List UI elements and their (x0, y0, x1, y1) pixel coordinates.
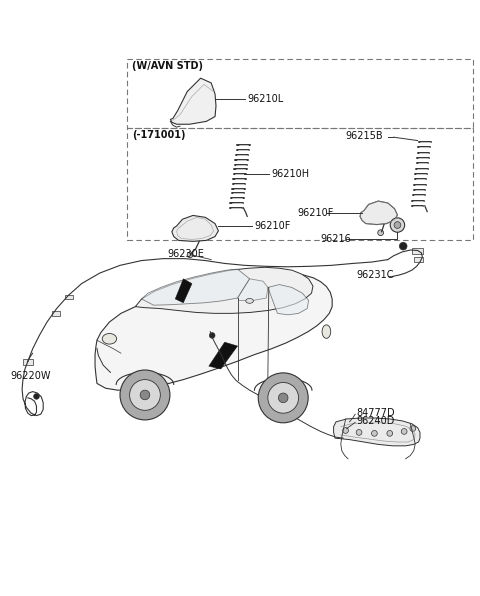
Circle shape (410, 426, 416, 432)
Circle shape (401, 429, 407, 434)
Text: 96230E: 96230E (167, 249, 204, 259)
Text: 96215B: 96215B (346, 131, 383, 141)
Circle shape (209, 333, 215, 339)
Circle shape (187, 252, 193, 257)
Ellipse shape (322, 325, 331, 339)
Text: 96210F: 96210F (254, 221, 291, 231)
Polygon shape (238, 279, 268, 300)
Bar (414, 257, 423, 262)
Circle shape (120, 370, 170, 420)
Circle shape (268, 383, 299, 413)
Text: 96210F: 96210F (298, 207, 334, 218)
Circle shape (387, 430, 393, 436)
Circle shape (140, 390, 150, 400)
Polygon shape (172, 215, 218, 241)
Polygon shape (360, 201, 397, 225)
Text: (-171001): (-171001) (132, 130, 185, 140)
Polygon shape (175, 279, 192, 303)
Circle shape (399, 243, 407, 250)
Circle shape (356, 430, 362, 435)
Polygon shape (135, 267, 313, 313)
Circle shape (378, 230, 384, 235)
Bar (412, 247, 423, 254)
Circle shape (390, 218, 405, 232)
Text: 96220W: 96220W (11, 371, 51, 381)
Circle shape (343, 427, 348, 433)
Text: 96216: 96216 (321, 234, 351, 244)
Ellipse shape (246, 299, 253, 303)
Polygon shape (170, 78, 216, 124)
Circle shape (130, 380, 160, 410)
Text: 96210L: 96210L (247, 94, 284, 104)
Circle shape (34, 393, 39, 399)
Circle shape (278, 393, 288, 403)
Polygon shape (334, 418, 420, 446)
Text: 96240D: 96240D (356, 417, 395, 426)
Polygon shape (268, 284, 309, 315)
Text: 96210H: 96210H (271, 169, 309, 179)
Text: (W/AVN STD): (W/AVN STD) (132, 61, 203, 72)
Polygon shape (209, 342, 238, 369)
Polygon shape (95, 274, 332, 390)
Bar (65, 294, 73, 299)
Ellipse shape (102, 334, 117, 344)
Polygon shape (142, 269, 250, 305)
Text: 96231C: 96231C (356, 270, 394, 280)
Circle shape (372, 430, 377, 436)
Bar (52, 312, 60, 316)
Circle shape (394, 222, 401, 228)
Bar (23, 359, 33, 365)
Circle shape (258, 373, 308, 423)
Text: 84777D: 84777D (356, 408, 395, 418)
